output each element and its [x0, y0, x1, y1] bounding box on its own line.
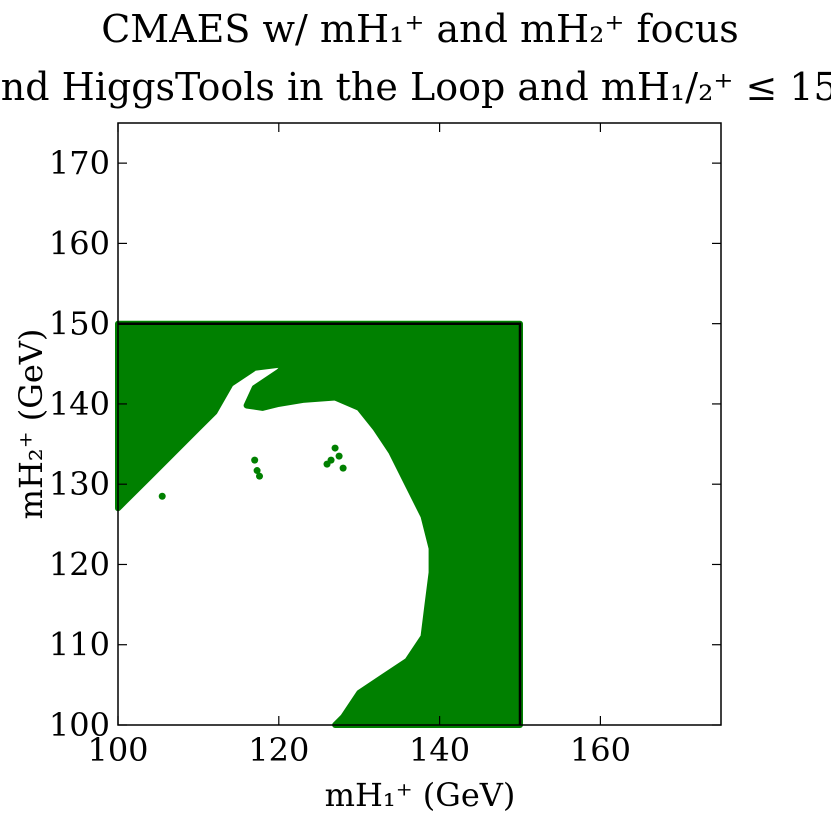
y-axis-label: mH₂⁺ (GeV) [12, 329, 50, 520]
x-tick-label: 140 [409, 731, 470, 769]
y-tick-label: 170 [49, 144, 110, 182]
data-point [335, 452, 343, 460]
x-tick-label: 120 [248, 731, 309, 769]
y-tick-label: 100 [49, 706, 110, 744]
boundary-line [118, 322, 522, 725]
chart-title: CMAES w/ mH₁⁺ and mH₂⁺ focus [101, 7, 739, 51]
data-point [339, 464, 347, 472]
y-tick-label: 130 [49, 465, 110, 503]
data-region [115, 320, 523, 728]
chart-title: and HiggsTools in the Loop and mH₁/₂⁺ ≤ … [0, 65, 831, 109]
data-point [256, 472, 264, 480]
x-tick-label: 100 [87, 731, 148, 769]
y-tick-label: 140 [49, 385, 110, 423]
data-point [331, 444, 339, 452]
y-tick-label: 160 [49, 224, 110, 262]
y-tick-label: 110 [49, 626, 110, 664]
data-point [323, 460, 331, 468]
plot-frame [117, 122, 722, 726]
y-tick-label: 120 [49, 545, 110, 583]
x-tick-label: 160 [570, 731, 631, 769]
y-tick-label: 150 [49, 305, 110, 343]
x-axis-label: mH₁⁺ (GeV) [325, 776, 516, 814]
data-point [251, 456, 259, 464]
data-point [253, 467, 261, 475]
data-point [158, 492, 166, 500]
